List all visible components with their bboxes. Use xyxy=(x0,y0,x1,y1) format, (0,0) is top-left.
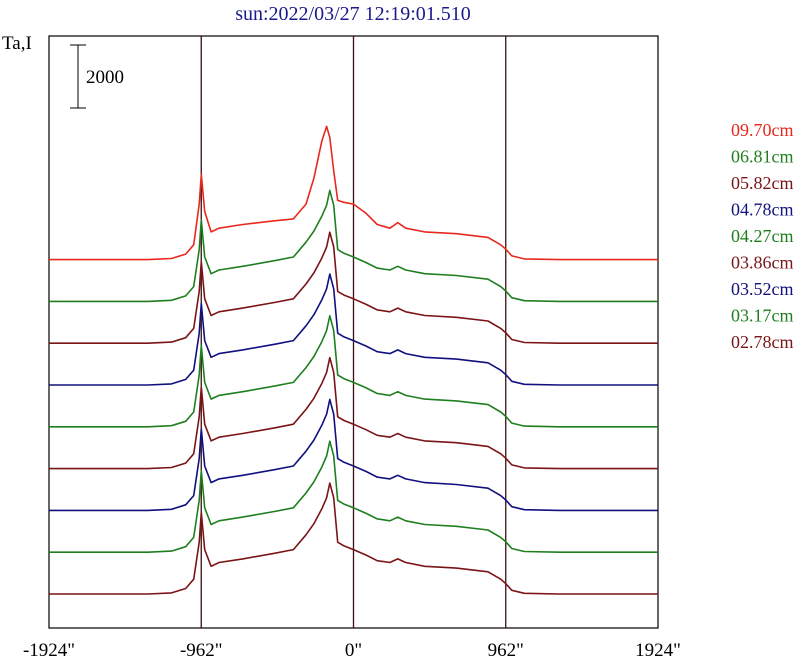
series-line-09.70cm xyxy=(49,125,658,261)
legend: 09.70cm 06.81cm 05.82cm 04.78cm 04.27cm 03.86… xyxy=(731,120,794,352)
x-tick-label: 0" xyxy=(345,640,362,661)
series-line-03.86cm xyxy=(49,356,658,470)
legend-entry: 06.81cm xyxy=(731,147,794,167)
legend-entry: 03.17cm xyxy=(731,306,794,326)
y-axis-label: Ta,I xyxy=(2,33,32,54)
chart-title: sun:2022/03/27 12:19:01.510 xyxy=(235,3,471,25)
legend-entry: 04.27cm xyxy=(731,226,794,246)
legend-entry: 02.78cm xyxy=(731,332,794,352)
legend-entry: 03.52cm xyxy=(731,279,794,299)
series-line-05.82cm xyxy=(49,231,658,345)
legend-entry: 05.82cm xyxy=(731,173,794,193)
legend-entry: 04.78cm xyxy=(731,200,794,220)
series-line-03.52cm xyxy=(49,398,658,512)
series-line-03.17cm xyxy=(49,440,658,554)
x-tick-label: -1924" xyxy=(23,640,75,661)
series-line-04.78cm xyxy=(49,273,658,386)
scale-bar: 2000 xyxy=(70,44,124,109)
x-tick-label: 962" xyxy=(488,640,524,661)
x-tick-label: 1924" xyxy=(635,640,681,661)
series-line-06.81cm xyxy=(49,189,658,303)
series-line-04.27cm xyxy=(49,314,658,428)
series-line-02.78cm xyxy=(49,482,658,595)
series-layer xyxy=(49,125,658,595)
scale-bar-label: 2000 xyxy=(86,67,124,88)
reference-lines xyxy=(200,36,507,628)
x-tick-labels: -1924" -962" 0" 962" 1924" xyxy=(23,640,681,661)
x-tick-label: -962" xyxy=(180,640,223,661)
legend-entry: 03.86cm xyxy=(731,253,794,273)
legend-entry: 09.70cm xyxy=(731,120,794,140)
